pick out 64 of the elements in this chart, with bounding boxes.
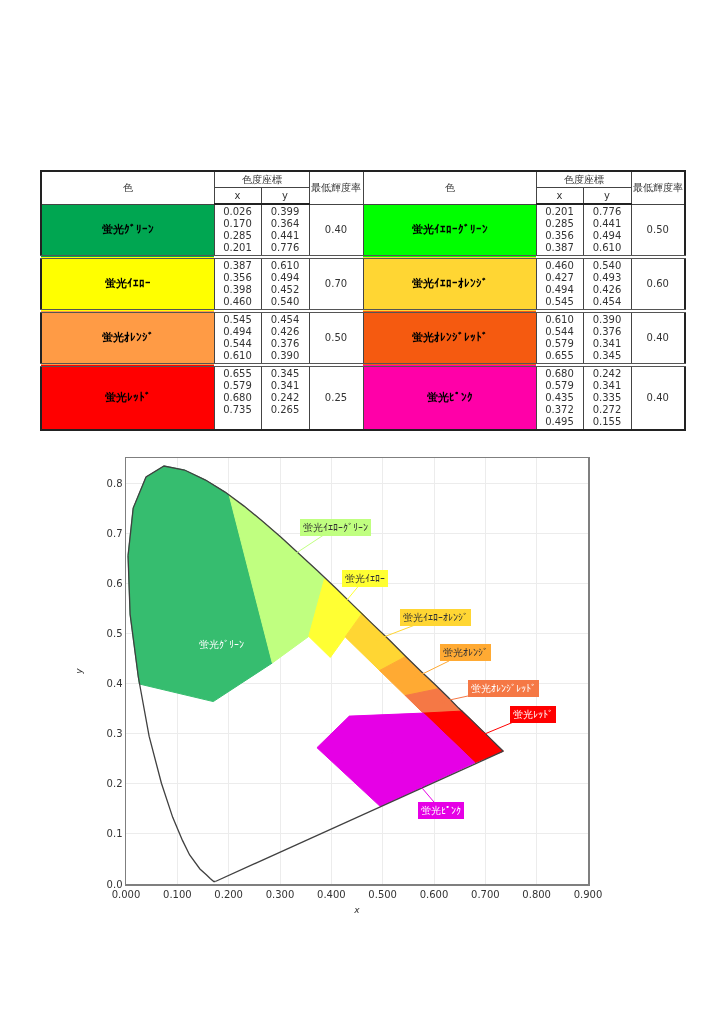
text: x: [556, 189, 563, 201]
x-tick-label: 0.900: [573, 888, 603, 900]
x-axis-title: x: [353, 905, 361, 916]
text: 0.680 0.579 0.435 0.372 0.495: [536, 365, 583, 430]
text: 蛍光ﾚｯﾄﾞ: [513, 709, 553, 720]
x-tick-label: 0.200: [214, 888, 243, 900]
text: 0.454 0.426 0.376 0.390: [261, 311, 309, 365]
text: 0.610 0.494 0.452 0.540: [261, 257, 309, 311]
y-axis-title: y: [74, 667, 85, 675]
text: 0.60: [631, 257, 685, 311]
x-tick-label: 0.000: [111, 888, 141, 900]
text: 0.387 0.356 0.398 0.460: [214, 257, 261, 311]
x-tick-label: 0.100: [163, 888, 192, 900]
y-tick-label: 0.8: [106, 477, 123, 489]
text: 蛍光ｸﾞﾘｰﾝ: [41, 204, 214, 257]
text: 0.540 0.493 0.426 0.454: [583, 257, 631, 311]
text: 最低輝度率: [632, 181, 683, 193]
y-tick-label: 0.3: [106, 728, 123, 740]
text: 蛍光ｲｴﾛｰ: [41, 257, 214, 311]
y-tick-label: 0.2: [106, 778, 123, 790]
text: 蛍光ｵﾚﾝｼﾞ: [41, 311, 214, 365]
text: 0.40: [631, 365, 685, 430]
text: 0.655 0.579 0.680 0.735: [214, 365, 261, 430]
text: 0.25: [309, 365, 363, 430]
x-tick-label: 0.400: [317, 888, 346, 900]
text: 蛍光ｲｴﾛｰｵﾚﾝｼﾞ: [363, 257, 536, 311]
text: 0.242 0.341 0.335 0.272 0.155: [583, 365, 631, 430]
x-tick-label: 0.800: [522, 888, 551, 900]
text: 0.50: [631, 204, 685, 257]
text: 0.610 0.544 0.579 0.655: [536, 311, 583, 365]
text: y: [604, 189, 610, 201]
text: 0.399 0.364 0.441 0.776: [261, 204, 309, 257]
text: 色度座標: [563, 173, 604, 185]
text: 0.776 0.441 0.494 0.610: [583, 204, 631, 257]
text: 蛍光ｵﾚﾝｼﾞﾚｯﾄﾞ: [363, 311, 536, 365]
x-tick-label: 0.700: [471, 888, 500, 900]
y-tick-label: 0.4: [106, 678, 123, 690]
y-tick-label: 0.0: [106, 878, 123, 890]
text: x: [214, 187, 261, 204]
x-tick-label: 0.500: [368, 888, 397, 900]
y-tick-label: 0.5: [106, 627, 123, 639]
text: 0.026 0.170 0.285 0.201: [214, 204, 261, 257]
y-tick-label: 0.1: [106, 828, 123, 840]
x-tick-label: 0.600: [419, 888, 449, 900]
text: 色: [41, 171, 214, 204]
text: 蛍光ﾚｯﾄﾞ: [41, 365, 214, 430]
text: 0.460 0.427 0.494 0.545: [536, 257, 583, 311]
text: 0.40: [631, 311, 685, 365]
text: 0.390 0.376 0.341 0.345: [583, 311, 631, 365]
text: 0.70: [309, 257, 363, 311]
y-tick-label: 0.7: [106, 527, 123, 539]
text: 0.545 0.494 0.544 0.610: [214, 311, 261, 365]
text: 蛍光ﾋﾟﾝｸ: [363, 365, 536, 430]
text: 色: [444, 181, 455, 193]
text: 最低輝度率: [309, 171, 363, 204]
text: 0.50: [309, 311, 363, 365]
text: 色度座標: [214, 171, 309, 188]
text: 蛍光ｲｴﾛｰｸﾞﾘｰﾝ: [363, 204, 536, 257]
text: 0.40: [309, 204, 363, 257]
x-tick-label: 0.300: [265, 888, 295, 900]
text: 0.201 0.285 0.356 0.387: [536, 204, 583, 257]
text: 0.345 0.341 0.242 0.265: [261, 365, 309, 430]
y-tick-label: 0.6: [106, 577, 123, 589]
text: y: [261, 187, 309, 204]
